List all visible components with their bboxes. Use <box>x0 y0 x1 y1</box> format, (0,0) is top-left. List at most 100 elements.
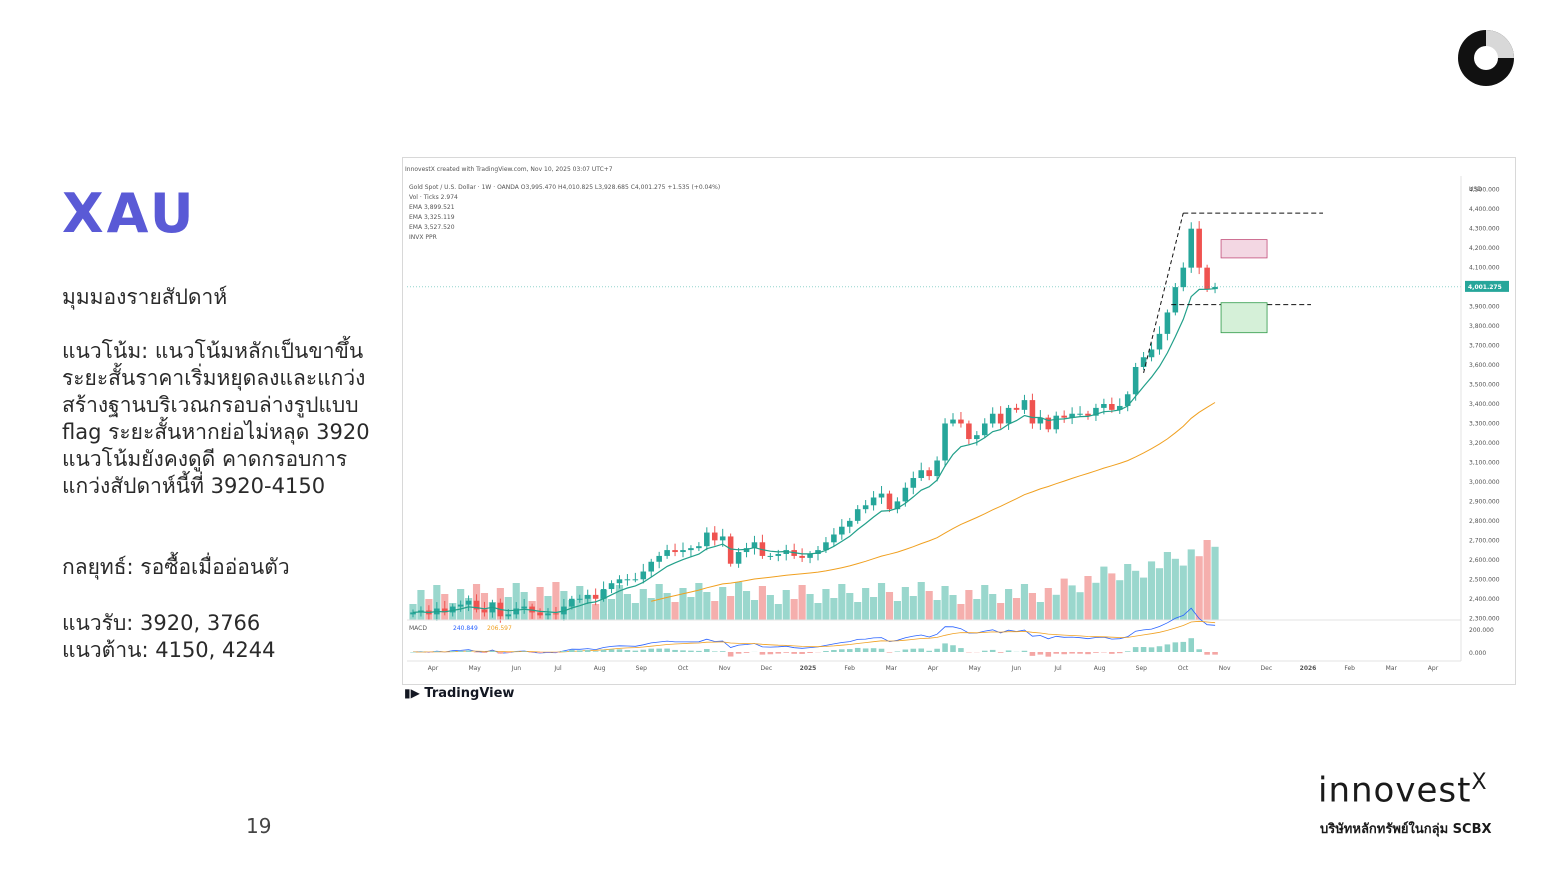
candle-body <box>1156 333 1163 350</box>
macd-histogram-bar <box>608 649 615 652</box>
volume-bar <box>790 599 798 620</box>
macd-histogram-bar <box>672 649 678 652</box>
volume-bar <box>1211 546 1219 620</box>
candle-body <box>680 550 686 553</box>
candle-body <box>1124 394 1131 406</box>
volume-bar <box>1179 565 1187 620</box>
macd-histogram-bar <box>727 652 734 657</box>
macd-y-tick: 0.000 <box>1469 650 1486 657</box>
candle-body <box>981 423 988 436</box>
candle-body <box>1093 407 1099 416</box>
x-tick-label: 2026 <box>1300 665 1317 672</box>
volume-bar <box>1132 570 1140 620</box>
macd-histogram-bar <box>624 650 631 652</box>
indicator-label: EMA 3,527.520 <box>409 224 455 231</box>
x-tick-label: Apr <box>1428 665 1439 672</box>
x-tick-label: Nov <box>1219 665 1231 672</box>
tradingview-logo-icon: ▮▶ <box>404 686 420 700</box>
macd-histogram-bar <box>799 652 805 654</box>
volume-bar <box>417 590 425 620</box>
macd-histogram-bar <box>870 648 877 652</box>
volume-bar <box>806 594 814 620</box>
x-tick-label: Jul <box>1053 665 1062 672</box>
macd-histogram-bar <box>926 650 932 652</box>
x-tick-label: Nov <box>719 665 731 672</box>
volume-bar <box>830 598 838 620</box>
candle-body <box>831 534 837 543</box>
x-tick-label: Aug <box>594 665 606 672</box>
candle-body <box>1085 413 1091 416</box>
candle-body <box>1188 228 1195 268</box>
macd-histogram-bar <box>1116 652 1123 654</box>
macd-histogram-bar <box>791 652 797 654</box>
candle-body <box>569 598 575 607</box>
candle-body <box>1140 357 1147 367</box>
volume-bar <box>1100 566 1108 620</box>
volume-bar <box>925 591 933 620</box>
volume-bar <box>1171 558 1179 620</box>
volume-bar <box>1203 540 1211 620</box>
volume-bar <box>838 584 846 620</box>
candle-body <box>505 614 512 617</box>
volume-bar <box>1140 577 1148 620</box>
x-tick-label: May <box>968 665 981 672</box>
y-tick-label: 2,300.000 <box>1469 615 1500 622</box>
brand-wordmark: innovestX <box>1318 770 1488 810</box>
x-tick-label: Feb <box>1344 665 1355 672</box>
macd-histogram-bar <box>569 649 575 652</box>
candle-body <box>664 550 670 556</box>
candle-body <box>640 571 647 580</box>
candle-body <box>410 612 416 615</box>
tradingview-label: TradingView <box>424 686 515 701</box>
macd-histogram-bar <box>449 651 456 652</box>
macd-histogram-bar <box>950 645 956 652</box>
candle-body <box>1069 413 1075 418</box>
macd-histogram-bar <box>1029 652 1036 656</box>
macd-y-tick: 200.000 <box>1469 627 1494 634</box>
macd-histogram-bar <box>465 650 472 652</box>
macd-histogram-bar <box>1140 647 1147 652</box>
volume-bar <box>1155 568 1164 620</box>
macd-histogram-bar <box>640 649 647 652</box>
candle-body <box>457 604 464 607</box>
x-tick-label: Dec <box>1261 665 1273 672</box>
volume-bar <box>687 597 695 620</box>
candle-body <box>878 493 885 498</box>
y-tick-label: 3,300.000 <box>1469 420 1500 427</box>
macd-line <box>412 607 1216 654</box>
indicator-label: INVX PPR <box>409 234 437 241</box>
candle-body <box>1053 415 1060 430</box>
macd-histogram-bar <box>1132 647 1139 652</box>
indicator-label: EMA 3,325.119 <box>409 214 455 221</box>
volume-bar <box>1195 556 1203 620</box>
y-tick-label: 3,200.000 <box>1469 440 1500 447</box>
macd-histogram-bar <box>481 652 488 653</box>
macd-histogram-bar <box>1188 638 1195 652</box>
volume-bar <box>735 582 743 620</box>
indicator-label: Vol · Ticks 2.974 <box>409 194 458 201</box>
macd-histogram-bar <box>1148 647 1155 652</box>
candle-body <box>1196 228 1202 268</box>
y-tick-label: 4,100.000 <box>1469 265 1500 272</box>
candle-body <box>545 613 551 616</box>
candle-body <box>767 555 774 557</box>
macd-histogram-bar <box>910 648 917 652</box>
candle-body <box>942 423 948 461</box>
innovestx-brand: innovestX บริษัทหลักทรัพย์ในกลุ่ม SCBX <box>1318 770 1528 840</box>
y-tick-label: 4,500.000 <box>1469 187 1500 194</box>
macd-histogram-bar <box>981 650 988 652</box>
volume-bar <box>917 582 925 620</box>
x-tick-label: Oct <box>1178 665 1189 672</box>
candle-body <box>608 583 615 590</box>
tradingview-brand: ▮▶ TradingView <box>404 686 514 701</box>
macd-histogram-bar <box>862 648 869 652</box>
candle-body <box>632 579 639 581</box>
candle-body <box>688 548 694 551</box>
candle-body <box>1021 400 1028 410</box>
y-tick-label: 2,600.000 <box>1469 557 1500 564</box>
macd-histogram-bar <box>1069 652 1075 654</box>
macd-histogram-bar <box>1037 652 1044 655</box>
candle-body <box>576 598 583 600</box>
candle-body <box>1212 286 1218 290</box>
candle-body <box>743 548 750 553</box>
